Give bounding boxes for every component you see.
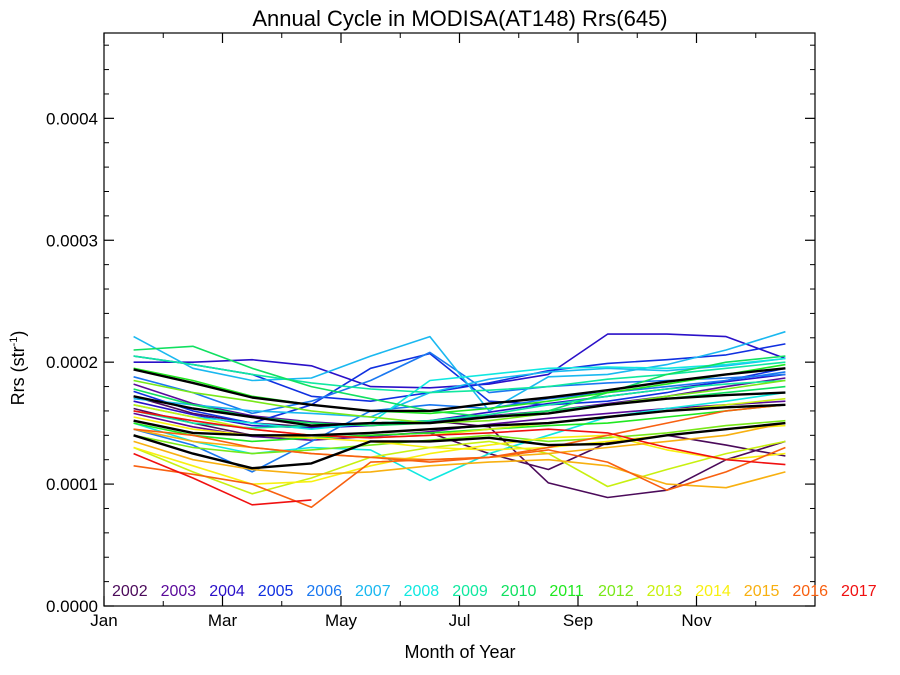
series-line-17 (133, 345, 786, 418)
series-line-15 (133, 355, 786, 394)
y-tick-label: 0.0002 (46, 353, 98, 372)
series-line-35 (133, 403, 786, 437)
legend-label-2003: 2003 (161, 583, 197, 600)
series-line-22 (133, 419, 786, 455)
x-tick-label: May (325, 611, 358, 630)
series-line-13 (133, 391, 786, 482)
y-axis-label-main: Rrs (str (8, 346, 28, 405)
series-line-23 (133, 440, 786, 495)
x-tick-label: Nov (681, 611, 712, 630)
x-tick-label: Jan (90, 611, 117, 630)
x-tick-label: Jul (449, 611, 471, 630)
legend-label-2009: 2009 (452, 583, 488, 600)
y-axis-label: Rrs (str-1) (8, 331, 28, 406)
legend: 2002 2003 2004 2005 2006 2007 2008 2009 2010 2011… (112, 583, 877, 600)
series-line-31 (133, 452, 312, 506)
legend-label-2015: 2015 (744, 583, 780, 600)
plot-frame (103, 32, 816, 607)
legend-label-2008: 2008 (404, 583, 440, 600)
y-axis-label-sup: -1 (8, 337, 20, 347)
series-line-12 (133, 357, 786, 418)
y-tick-label: 0.0000 (46, 597, 98, 616)
legend-label-2004: 2004 (209, 583, 245, 600)
series-line-36 (133, 421, 786, 470)
series-line-27 (133, 440, 786, 489)
series-line-2 (133, 407, 786, 471)
series-line-19 (133, 363, 786, 415)
series-line-21 (133, 379, 786, 424)
x-tick-label: Mar (208, 611, 238, 630)
legend-label-2007: 2007 (355, 583, 391, 600)
chart-title: Annual Cycle in MODISA(AT148) Rrs(645) (252, 6, 667, 31)
legend-label-2013: 2013 (647, 583, 683, 600)
legend-label-2005: 2005 (258, 583, 294, 600)
y-tick-label: 0.0001 (46, 475, 98, 494)
series-line-20 (133, 404, 786, 443)
y-tick-label: 0.0003 (46, 231, 98, 250)
x-tick-label: Sep (563, 611, 593, 630)
y-tick-label: 0.0004 (46, 109, 98, 128)
x-axis-label: Month of Year (404, 642, 515, 662)
legend-label-2011: 2011 (549, 583, 584, 600)
series-layer (133, 330, 786, 508)
series-line-11 (133, 330, 786, 412)
legend-label-2012: 2012 (598, 583, 634, 600)
series-line-14 (133, 357, 786, 430)
legend-label-2006: 2006 (306, 583, 342, 600)
series-line-29 (133, 446, 786, 508)
legend-label-2014: 2014 (695, 583, 731, 600)
legend-label-2010: 2010 (501, 583, 537, 600)
legend-label-2017: 2017 (841, 583, 877, 600)
series-line-9 (133, 351, 786, 415)
series-line-30 (133, 404, 786, 463)
series-line-33 (133, 367, 786, 413)
legend-label-2002: 2002 (112, 583, 148, 600)
y-axis-label-close: ) (8, 331, 28, 337)
series-line-34 (133, 391, 786, 427)
series-line-32 (133, 410, 786, 466)
axes: 0.0000 0.0001 0.0002 0.0003 0.0004 Jan Mar May J… (46, 32, 816, 630)
legend-label-2016: 2016 (792, 583, 828, 600)
